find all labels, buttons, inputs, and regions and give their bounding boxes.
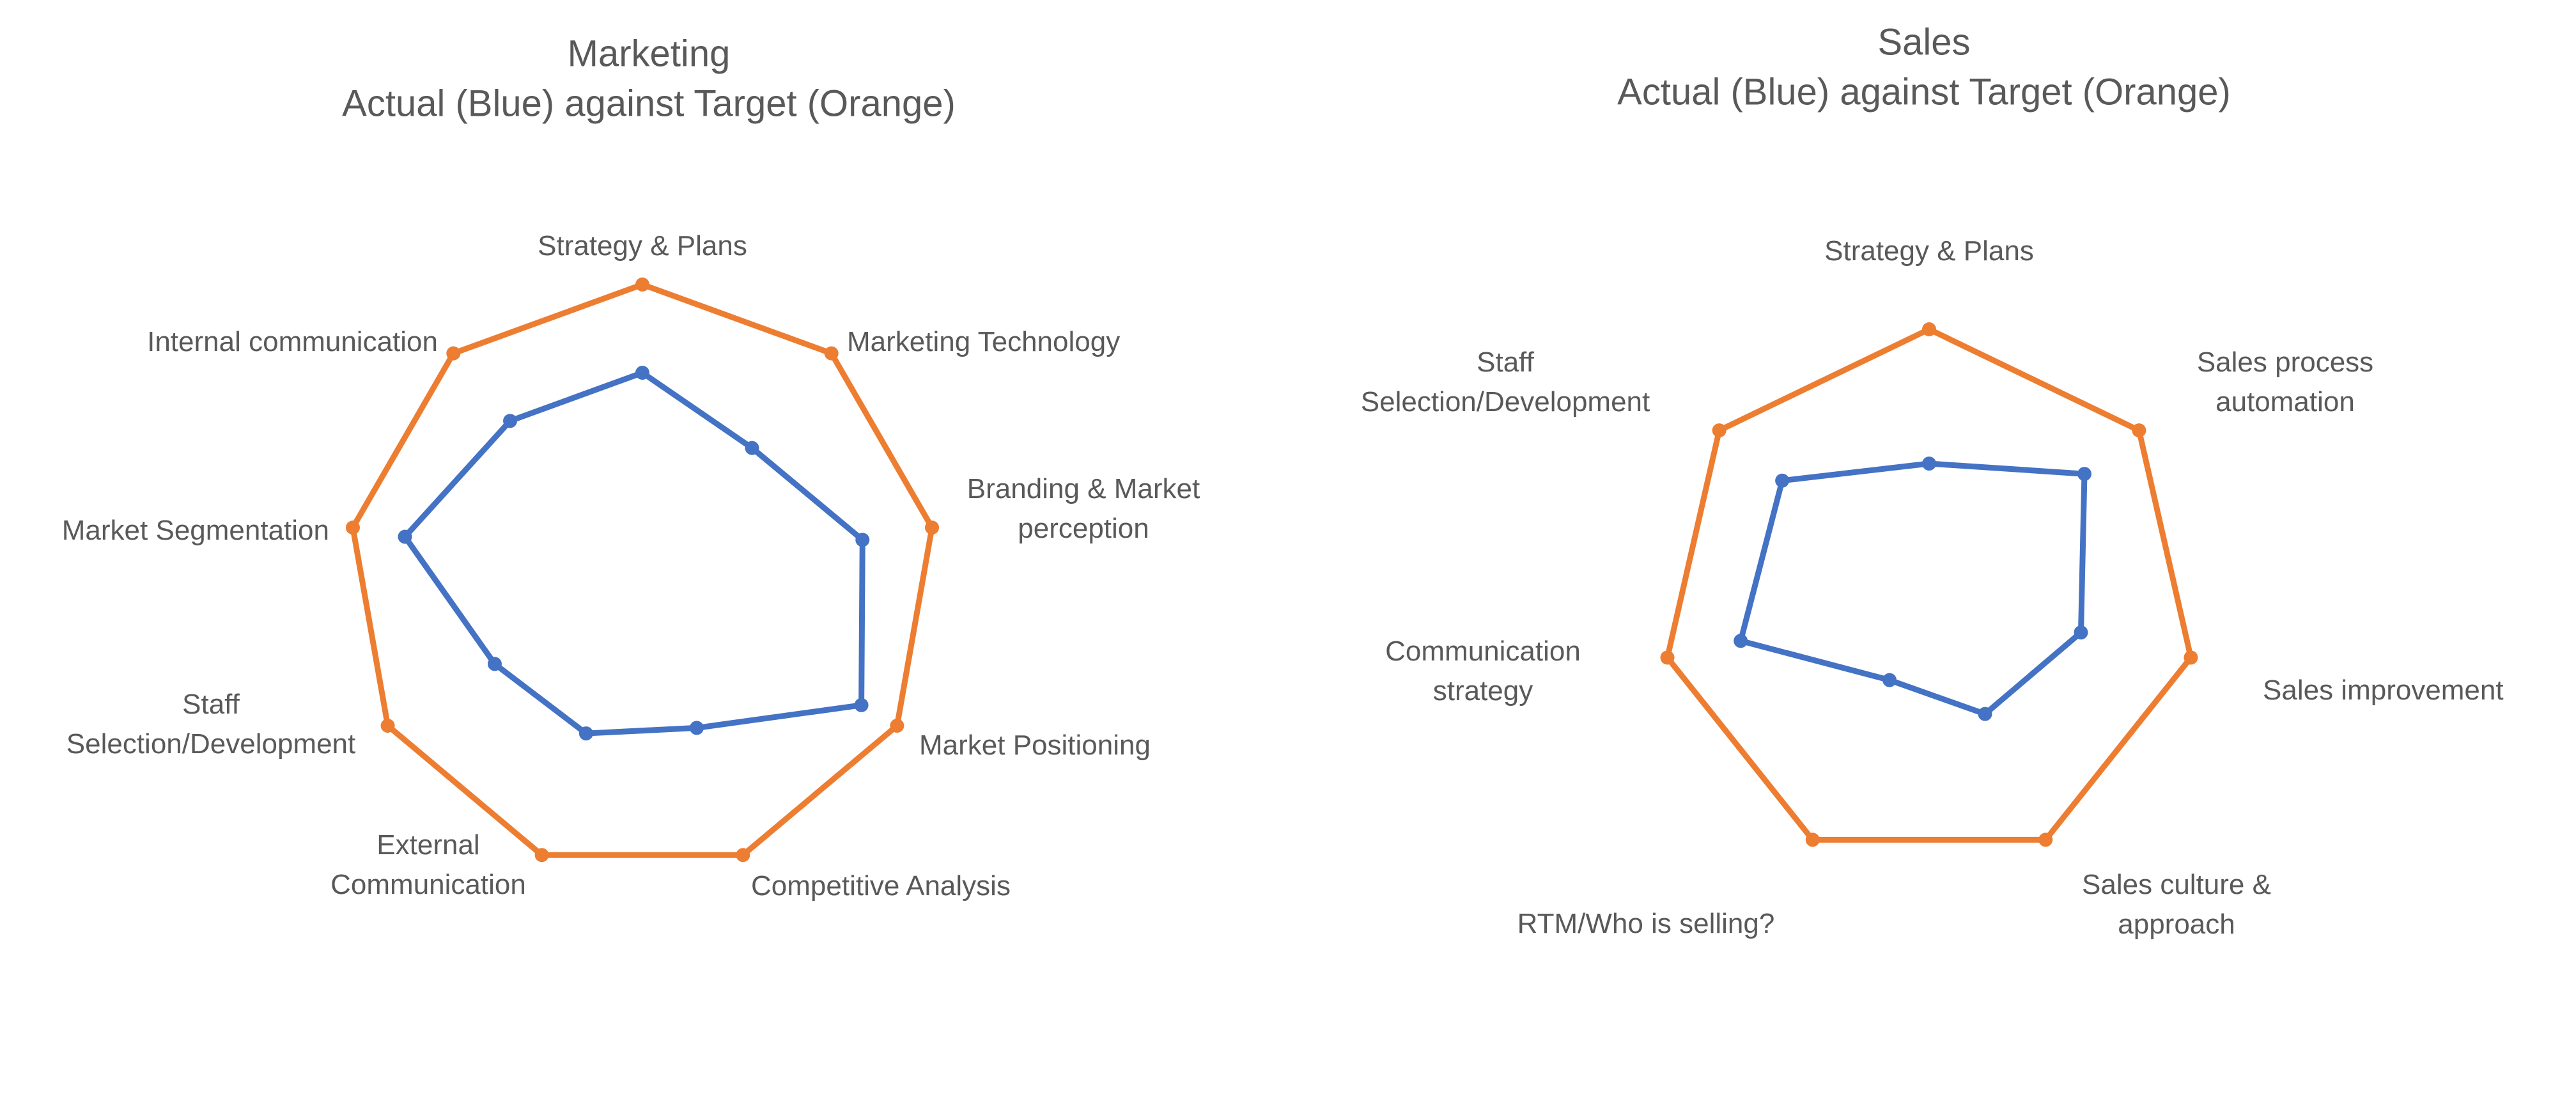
- series-0-point-6: [380, 719, 395, 733]
- marketing-radar-chart: Marketing Actual (Blue) against Target (O…: [62, 33, 1200, 901]
- series-1-point-8: [503, 414, 518, 428]
- series-0-point-3: [890, 719, 904, 733]
- series-1-point-6: [487, 657, 502, 671]
- series-0-point-5: [1660, 650, 1675, 665]
- series-0-point-6: [1712, 423, 1726, 438]
- series-1-point-5: [578, 726, 593, 741]
- category-label-3: Market Positioning: [919, 730, 1151, 761]
- series-0-point-2: [2184, 650, 2198, 665]
- series-0-point-5: [534, 848, 549, 863]
- category-label-2: Branding & Market perception: [967, 473, 1200, 544]
- series-line-1: [402, 370, 865, 737]
- category-label-6: Staff Selection/Development: [1361, 347, 1650, 418]
- category-label-2: Sales improvement: [2263, 675, 2504, 706]
- series-1-point-7: [398, 529, 412, 544]
- chart-title: Sales: [1877, 21, 1970, 63]
- category-label-3: Sales culture & approach: [2082, 869, 2271, 940]
- series-1-point-4: [1882, 673, 1897, 687]
- category-label-5: External Communication: [330, 829, 526, 900]
- category-label-8: Internal communication: [147, 326, 438, 357]
- series-1-point-2: [2074, 625, 2088, 640]
- chart-title: Marketing: [568, 33, 731, 74]
- series-0-point-0: [635, 277, 649, 292]
- series-0-point-2: [925, 520, 940, 535]
- category-label-5: Communication strategy: [1385, 636, 1581, 707]
- series-1-point-0: [635, 366, 649, 380]
- series-line-0: [350, 281, 935, 858]
- series-0-point-4: [1805, 832, 1820, 847]
- series-0-point-8: [446, 346, 461, 361]
- series-0-point-4: [736, 848, 750, 863]
- category-label-4: Competitive Analysis: [751, 870, 1011, 902]
- chart-subtitle: Actual (Blue) against Target (Orange): [1617, 71, 2231, 113]
- series-1-point-1: [2077, 467, 2091, 481]
- series-0-point-3: [2038, 832, 2053, 847]
- series-line-1: [1737, 460, 2088, 717]
- sales-radar-chart: Sales Actual (Blue) against Target (Orang…: [1361, 21, 2504, 939]
- series-0-point-1: [824, 346, 839, 361]
- series-1-point-5: [1734, 634, 1748, 648]
- series-1-point-3: [1978, 707, 1992, 721]
- chart-subtitle: Actual (Blue) against Target (Orange): [342, 82, 956, 124]
- series-1-point-6: [1775, 473, 1790, 488]
- category-label-6: Staff Selection/Development: [66, 689, 355, 760]
- series-1-point-3: [854, 698, 869, 712]
- series-1-point-4: [689, 721, 704, 735]
- series-1-point-2: [855, 533, 870, 547]
- series-0-point-7: [345, 520, 360, 535]
- series-1-point-0: [1922, 457, 1936, 471]
- series-line-0: [1664, 326, 2194, 843]
- category-label-1: Sales process automation: [2197, 347, 2373, 418]
- category-label-1: Marketing Technology: [847, 326, 1120, 357]
- series-0-point-0: [1922, 322, 1936, 336]
- series-0-point-1: [2132, 423, 2146, 438]
- category-label-0: Strategy & Plans: [538, 230, 747, 262]
- category-label-0: Strategy & Plans: [1824, 235, 2034, 267]
- category-label-7: Market Segmentation: [62, 515, 329, 546]
- series-1-point-1: [745, 441, 759, 455]
- category-label-4: RTM/Who is selling?: [1517, 908, 1775, 939]
